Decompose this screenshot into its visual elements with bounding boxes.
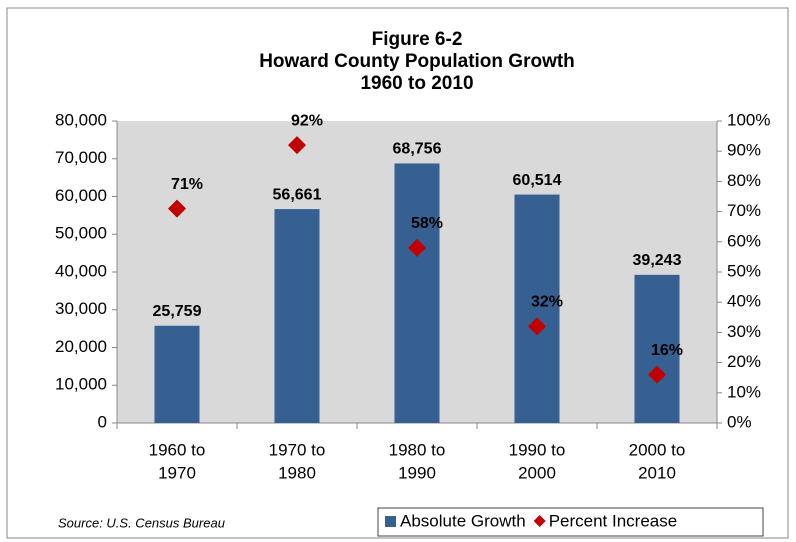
y2-tick-label: 30% xyxy=(727,322,761,341)
marker xyxy=(528,317,546,336)
data-label: 92% xyxy=(291,112,323,129)
data-label: 71% xyxy=(171,176,203,193)
y2-tick-label: 50% xyxy=(727,261,761,280)
x-tick-label: 1970 xyxy=(158,463,196,482)
x-tick-label: 2000 xyxy=(518,463,556,482)
y-tick-label: 10,000 xyxy=(55,375,107,394)
x-tick-label: 2010 xyxy=(638,463,676,482)
chart-title: Figure 6-2 xyxy=(372,29,463,50)
bar xyxy=(274,209,320,423)
y-tick-label: 20,000 xyxy=(55,337,107,356)
y-tick-label: 0 xyxy=(98,412,107,431)
y-tick-label: 30,000 xyxy=(55,299,107,318)
x-tick-label: 1980 to xyxy=(389,440,446,459)
y-tick-label: 40,000 xyxy=(55,261,107,280)
y2-tick-label: 20% xyxy=(727,352,761,371)
y2-tick-label: 90% xyxy=(727,141,761,160)
y2-tick-label: 60% xyxy=(727,231,761,250)
data-label: 68,756 xyxy=(393,141,442,158)
y-tick-label: 80,000 xyxy=(55,110,107,129)
legend-label: Absolute Growth xyxy=(400,511,526,530)
y2-tick-label: 100% xyxy=(727,110,770,129)
marker xyxy=(648,365,666,384)
legend-swatch xyxy=(533,515,546,527)
x-tick-label: 2000 to xyxy=(629,440,686,459)
chart-title: Howard County Population Growth xyxy=(259,51,575,72)
bar xyxy=(514,194,560,423)
x-tick-label: 1960 to xyxy=(149,440,206,459)
y2-tick-label: 0% xyxy=(727,412,752,431)
data-label: 60,514 xyxy=(513,172,562,189)
marker xyxy=(408,238,426,257)
legend-label: Percent Increase xyxy=(549,511,678,530)
y2-tick-label: 10% xyxy=(727,382,761,401)
x-tick-label: 1990 to xyxy=(509,440,566,459)
source: Source: U.S. Census Bureau xyxy=(58,515,225,530)
chart-title: 1960 to 2010 xyxy=(360,73,473,94)
data-label: 39,243 xyxy=(633,252,682,269)
bar xyxy=(634,274,680,423)
data-label: 16% xyxy=(651,342,683,359)
data-label: 25,759 xyxy=(153,303,202,320)
marker xyxy=(288,136,306,155)
y-tick-label: 60,000 xyxy=(55,186,107,205)
x-tick-label: 1970 to xyxy=(269,440,326,459)
x-tick-label: 1990 xyxy=(398,463,436,482)
bar xyxy=(394,163,440,423)
data-label: 58% xyxy=(411,215,443,232)
y-tick-label: 70,000 xyxy=(55,148,107,167)
x-tick-label: 1980 xyxy=(278,463,316,482)
data-label: 32% xyxy=(531,294,563,311)
marker xyxy=(168,199,186,218)
data-label: 56,661 xyxy=(273,186,322,203)
y2-tick-label: 70% xyxy=(727,201,761,220)
legend xyxy=(377,507,764,537)
bar xyxy=(154,325,200,423)
y-tick-label: 50,000 xyxy=(55,224,107,243)
y2-tick-label: 80% xyxy=(727,171,761,190)
legend-swatch xyxy=(385,516,396,527)
y2-tick-label: 40% xyxy=(727,292,761,311)
